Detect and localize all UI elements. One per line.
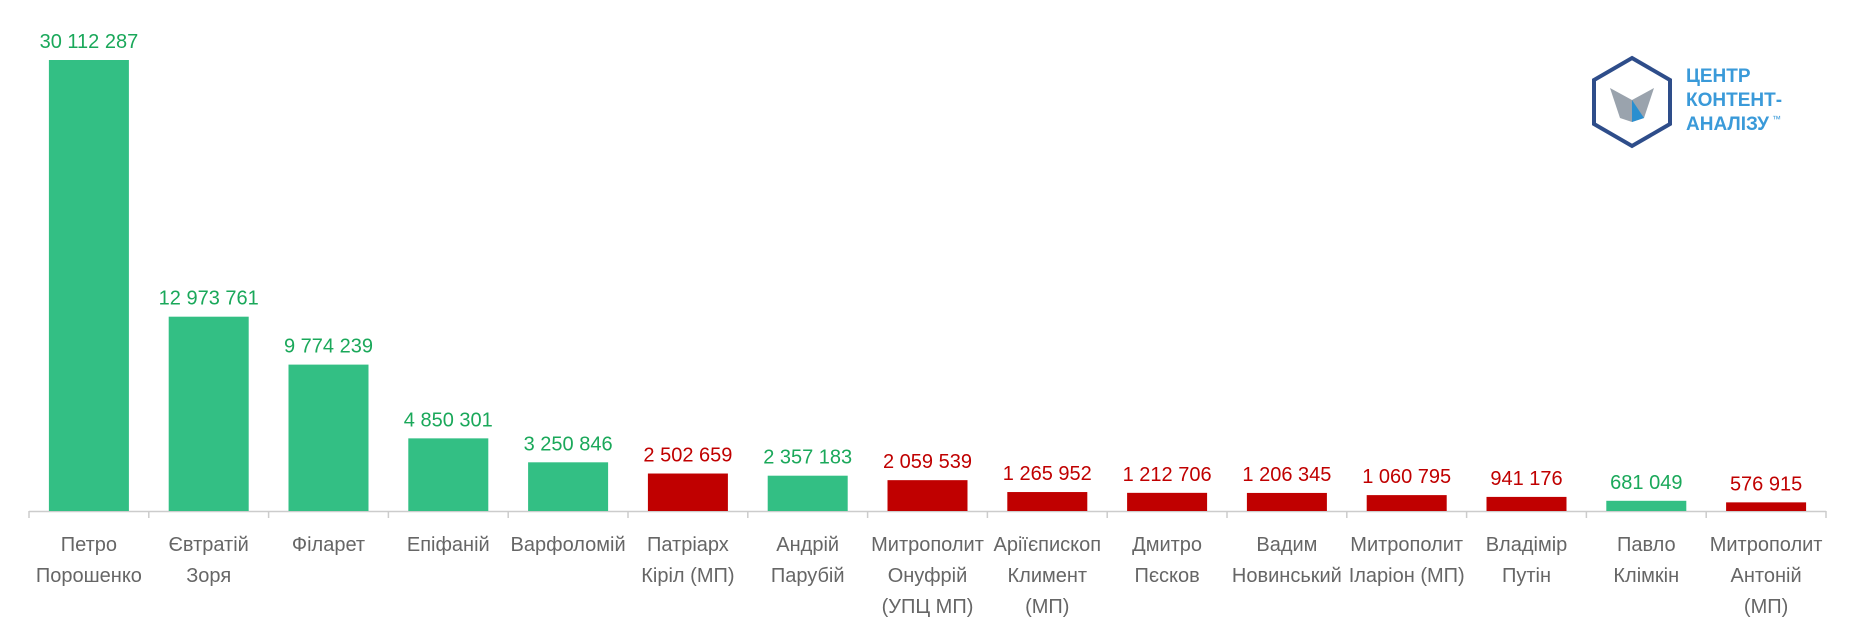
value-label: 2 502 659 xyxy=(643,445,732,467)
logo-text: ЦЕНТР xyxy=(1686,66,1751,87)
x-tick-label: Митрополит Іларіон (МП) xyxy=(1348,534,1465,587)
value-label: 2 059 539 xyxy=(883,451,972,473)
x-tick-label: Філарет xyxy=(291,534,366,556)
value-label: 1 212 706 xyxy=(1123,464,1212,486)
logo-mark: ™ xyxy=(1772,114,1781,124)
value-label: 681 049 xyxy=(1610,472,1682,494)
bar xyxy=(1726,502,1807,511)
value-label: 30 112 287 xyxy=(40,31,139,53)
bar xyxy=(1486,496,1567,511)
logo-shape xyxy=(1632,100,1644,122)
value-label: 1 265 952 xyxy=(1003,463,1092,485)
x-tick-label: Петро Порошенко xyxy=(35,534,142,587)
bar xyxy=(48,60,129,511)
value-label: 9 774 239 xyxy=(284,336,373,358)
value-label: 12 973 761 xyxy=(159,288,259,310)
value-label: 4 850 301 xyxy=(404,409,493,431)
bar xyxy=(887,480,968,511)
logo: ЦЕНТР КОНТЕНТ- АНАЛІЗУ ™ xyxy=(1592,55,1782,149)
x-tick-label: Владімір Путін xyxy=(1485,534,1568,587)
x-tick-label: Патріарх Кіріл (МП) xyxy=(641,534,735,587)
x-tick-label: Митрополит Антоній (МП) xyxy=(1709,534,1823,618)
value-label: 2 357 183 xyxy=(763,447,852,469)
x-tick-label: Андрій Парубій xyxy=(770,534,845,587)
x-tick-label: Дмитро Пєсков xyxy=(1132,534,1203,587)
x-tick-label: Павло Клімкін xyxy=(1613,534,1680,587)
value-label: 941 176 xyxy=(1490,468,1562,490)
x-tick-label: Варфоломій xyxy=(510,534,626,556)
bar xyxy=(1246,492,1327,511)
x-tick-label: Епіфаній xyxy=(406,534,490,556)
x-tick-label: Євтратій Зоря xyxy=(168,534,249,587)
value-label: 1 206 345 xyxy=(1242,464,1331,486)
value-label: 3 250 846 xyxy=(524,433,613,455)
x-tick-label: Вадим Новинський xyxy=(1231,534,1342,587)
bar xyxy=(168,316,249,511)
bar xyxy=(647,473,728,511)
bar xyxy=(1007,492,1088,511)
x-tick-label: Аріїєпископ Климент (МП) xyxy=(993,534,1102,618)
value-label: 1 060 795 xyxy=(1362,466,1451,488)
value-label: 576 915 xyxy=(1730,473,1802,495)
logo-text: КОНТЕНТ- xyxy=(1686,90,1782,111)
bar xyxy=(528,462,609,511)
bar xyxy=(1127,492,1208,511)
x-tick-label: Митрополит Онуфрій (УПЦ МП) xyxy=(871,534,984,618)
bar xyxy=(408,438,489,511)
bar xyxy=(1606,500,1687,511)
logo-text: АНАЛІЗУ xyxy=(1686,114,1769,135)
bar xyxy=(288,364,369,511)
logo-hexagon xyxy=(1592,55,1672,149)
bar xyxy=(1366,495,1447,511)
bar xyxy=(767,475,848,511)
